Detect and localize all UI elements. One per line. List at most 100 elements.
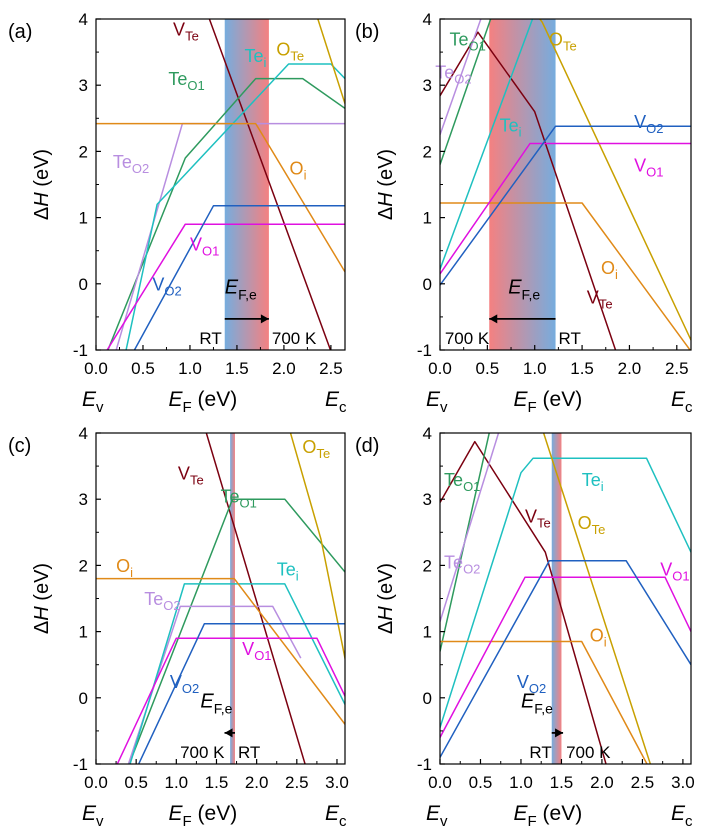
conduction-band-label-main: E xyxy=(671,802,686,825)
conduction-band-label-main: E xyxy=(325,388,340,411)
series-label-te-o2: TeO2 xyxy=(444,553,480,577)
series-label-v-o2-sub: O2 xyxy=(529,681,546,696)
valence-band-label-main: E xyxy=(426,802,441,825)
y-tick-label: -1 xyxy=(417,755,432,774)
series-label-o-i-sub: i xyxy=(130,565,133,580)
series-lines xyxy=(440,19,691,350)
y-axis-label-delta: Δ xyxy=(375,621,397,634)
y-tick-label: 0 xyxy=(79,689,88,708)
series-label-v-o1-main: V xyxy=(190,235,202,255)
series-line-v-te xyxy=(440,31,617,350)
series-label-o-te-sub: Te xyxy=(592,522,606,537)
fermi-shift-arrowhead xyxy=(260,314,269,324)
arrow-left-label: 700 K xyxy=(180,743,225,762)
series-label-o-te-main: O xyxy=(302,437,316,457)
series-label-o-te: OTe xyxy=(578,513,606,537)
series-label-o-i-sub: i xyxy=(304,168,307,183)
y-axis-label-delta: Δ xyxy=(375,207,397,220)
valence-band-label-sub: v xyxy=(440,399,448,416)
series-label-v-o1-sub: O1 xyxy=(202,244,219,259)
series-label-v-te-main: V xyxy=(173,20,185,40)
y-axis-label: ΔH (eV) xyxy=(375,563,397,634)
series-lines xyxy=(96,19,345,350)
x-axis-label: EF (eV) xyxy=(169,388,238,416)
series-label-te-i-main: Te xyxy=(277,559,296,579)
x-axis-label: EF (eV) xyxy=(514,802,583,830)
series-label-te-o1-main: Te xyxy=(444,470,463,490)
series-label-v-o2-sub: O2 xyxy=(182,681,199,696)
series-line-o-te xyxy=(538,19,691,341)
y-tick-label: 4 xyxy=(79,424,88,443)
series-label-v-o2-main: V xyxy=(634,112,646,132)
y-tick-label: 2 xyxy=(423,142,432,161)
conduction-band-label: Ec xyxy=(325,802,347,830)
series-label-v-o1-sub: O1 xyxy=(646,164,663,179)
series-label-te-i-main: Te xyxy=(244,46,263,66)
series-label-o-te: OTe xyxy=(302,437,330,461)
y-axis-label-symbol: H xyxy=(31,606,53,621)
y-tick-label: -1 xyxy=(417,341,432,360)
x-tick-label: 0.5 xyxy=(131,359,155,378)
fermi-shift-arrowhead xyxy=(555,728,564,738)
x-tick-label: 1.0 xyxy=(178,359,202,378)
valence-band-label: Ev xyxy=(82,802,104,830)
y-tick-label: 4 xyxy=(79,10,88,29)
series-line-v-te xyxy=(205,433,306,764)
series-label-te-i-sub: i xyxy=(263,55,266,70)
series-label-te-i-main: Te xyxy=(582,470,601,490)
y-axis-label-delta: Δ xyxy=(31,207,53,220)
series-label-o-i: Oi xyxy=(590,626,607,650)
series-label-te-o2-sub: O2 xyxy=(454,72,471,87)
y-tick-label: 3 xyxy=(423,76,432,95)
panel-label: (b) xyxy=(355,21,379,43)
conduction-band-label-main: E xyxy=(325,802,340,825)
y-axis-label-delta: Δ xyxy=(31,621,53,634)
axes-frame xyxy=(95,18,346,351)
fermi-shift-arrowhead xyxy=(224,728,233,738)
series-line-v-o1 xyxy=(116,637,345,764)
conduction-band-label-sub: c xyxy=(685,399,693,416)
efe-label-main: E xyxy=(521,691,535,713)
series-line-v-o1 xyxy=(106,223,345,350)
conduction-band-label-main: E xyxy=(671,388,686,411)
series-label-o-te: OTe xyxy=(549,29,577,53)
series-label-v-o2-main: V xyxy=(517,672,529,692)
series-line-te-o1 xyxy=(107,77,345,350)
panel-label: (a) xyxy=(8,21,32,43)
series-label-o-te-main: O xyxy=(549,29,563,49)
valence-band-label: Ev xyxy=(82,388,104,416)
series-label-te-o2-main: Te xyxy=(444,553,463,573)
y-tick-label: 1 xyxy=(423,209,432,228)
y-tick-label: 0 xyxy=(79,275,88,294)
x-tick-label: 1.5 xyxy=(550,773,574,792)
series-label-v-te-main: V xyxy=(525,506,537,526)
series-label-te-o1-main: Te xyxy=(221,487,240,507)
x-tick-label: 2.0 xyxy=(245,773,269,792)
series-label-te-o1-sub: O1 xyxy=(187,78,204,93)
series-label-v-o1-main: V xyxy=(634,155,646,175)
x-axis-label-sub: F xyxy=(528,813,537,830)
series-label-v-o2-sub: O2 xyxy=(646,121,663,136)
y-axis-label-unit: (eV) xyxy=(31,563,53,606)
series-line-o-i xyxy=(96,577,345,725)
series-label-o-te-sub: Te xyxy=(316,446,330,461)
valence-band-label-main: E xyxy=(426,388,441,411)
x-tick-label: 2.5 xyxy=(285,773,309,792)
series-line-o-te xyxy=(317,19,345,104)
series-line-te-o1 xyxy=(440,19,492,165)
y-tick-label: 3 xyxy=(79,76,88,95)
y-tick-label: 1 xyxy=(79,209,88,228)
series-line-te-i xyxy=(440,19,534,270)
series-label-v-te-sub: Te xyxy=(537,515,551,530)
y-tick-label: 3 xyxy=(423,490,432,509)
y-axis-label-symbol: H xyxy=(375,192,397,207)
series-label-te-o2: TeO2 xyxy=(113,152,149,176)
valence-band-label: Ev xyxy=(426,388,448,416)
series-label-te-i-main: Te xyxy=(500,116,519,136)
efe-label: EF,e xyxy=(200,691,232,717)
valence-band-label-sub: v xyxy=(96,813,104,830)
y-tick-label: 1 xyxy=(79,623,88,642)
series-label-v-te-main: V xyxy=(178,463,190,483)
x-tick-label: 1.5 xyxy=(570,359,594,378)
